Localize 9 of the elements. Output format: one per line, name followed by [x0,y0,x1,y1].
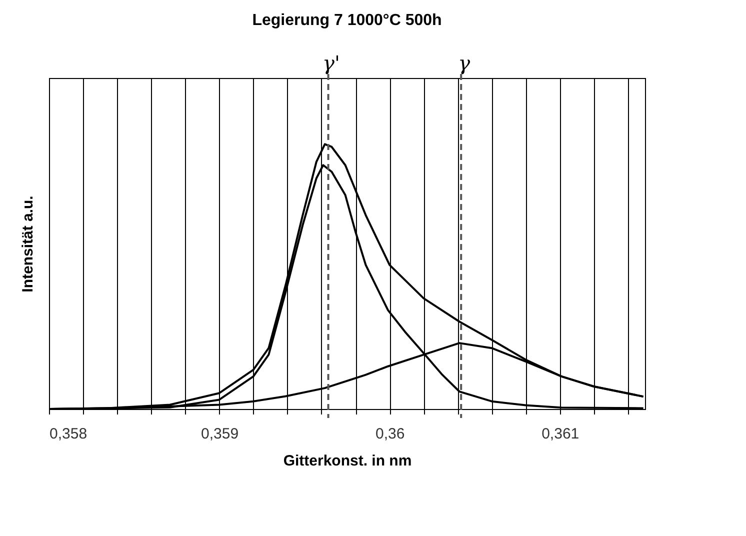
y-axis-title: Intensität a.u. [20,196,36,292]
x-tick-label: 0,361 [542,426,580,442]
x-tick-label: 0,358 [50,426,88,442]
x-tick-label: 0,36 [375,426,405,442]
ref-line-label: γ [458,51,470,75]
ref-line-label: γ' [322,51,340,75]
chart-title: Legierung 7 1000°C 500h [252,12,442,29]
x-axis-title: Gitterkonst. in nm [283,452,412,470]
x-tick-label: 0,359 [201,426,239,442]
